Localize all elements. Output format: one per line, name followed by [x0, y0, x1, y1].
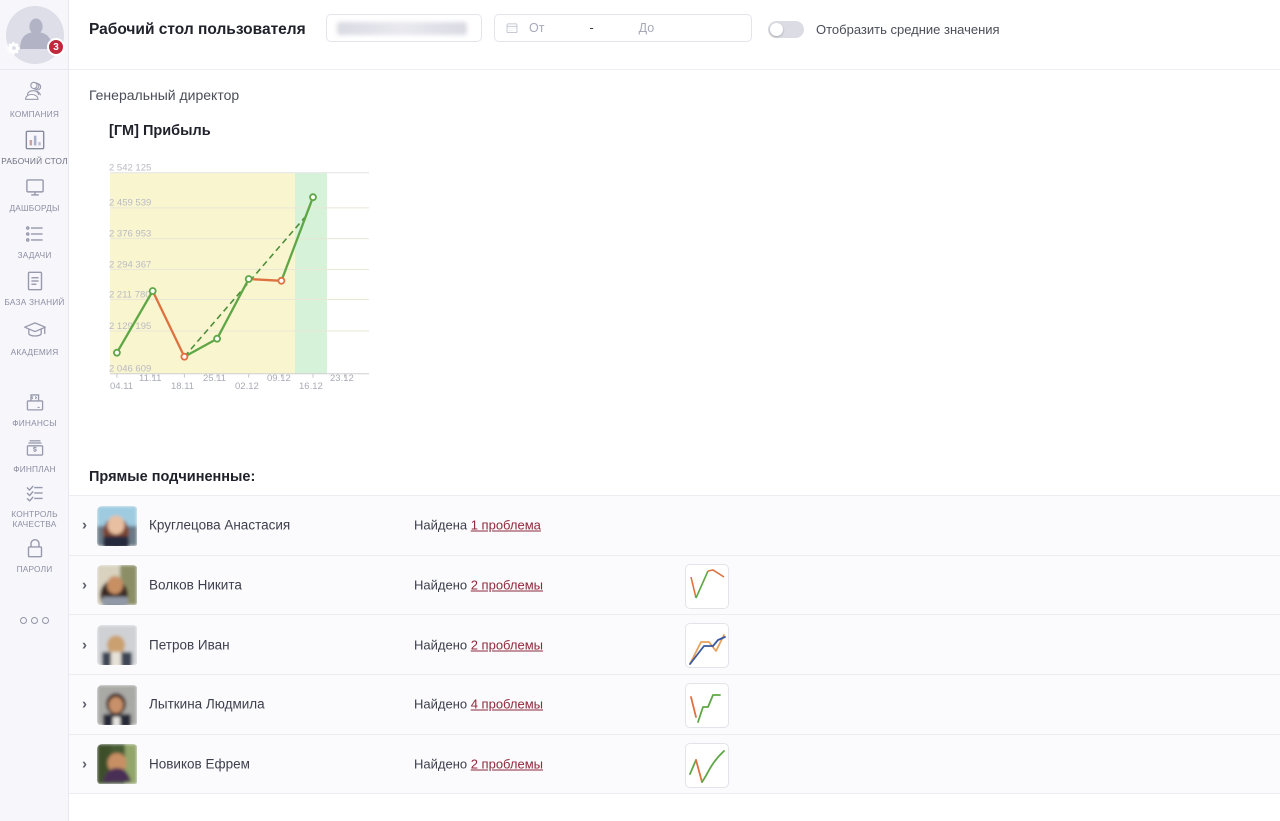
svg-text:09.12: 09.12 [267, 373, 291, 384]
svg-text:25.11: 25.11 [203, 373, 226, 384]
svg-text:23.12: 23.12 [330, 373, 354, 384]
svg-text:02.12: 02.12 [235, 381, 259, 392]
svg-text:16.12: 16.12 [299, 381, 323, 392]
svg-text:2 459 539: 2 459 539 [109, 198, 151, 209]
svg-text:04.11: 04.11 [110, 381, 133, 392]
svg-text:2 211 780: 2 211 780 [109, 289, 151, 300]
svg-text:2 376 953: 2 376 953 [109, 228, 151, 239]
svg-text:2 542 125: 2 542 125 [109, 163, 151, 174]
svg-text:18.11: 18.11 [171, 381, 194, 392]
svg-text:11.11: 11.11 [139, 373, 161, 384]
svg-text:2 294 367: 2 294 367 [109, 259, 151, 270]
